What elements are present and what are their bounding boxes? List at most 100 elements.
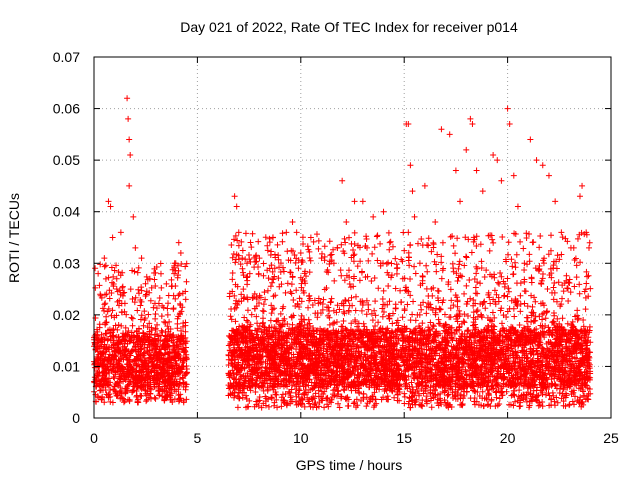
data-point <box>105 305 112 312</box>
data-point <box>142 280 149 287</box>
data-point <box>125 396 132 403</box>
data-point <box>174 272 181 279</box>
data-point <box>480 299 487 306</box>
data-point <box>183 370 190 377</box>
data-point <box>129 389 136 396</box>
data-point <box>121 300 128 307</box>
data-point <box>152 310 159 317</box>
data-point <box>385 282 392 289</box>
data-point <box>516 321 523 328</box>
data-point <box>412 317 419 324</box>
data-point <box>505 285 512 292</box>
data-point <box>528 279 535 286</box>
data-point <box>147 297 154 304</box>
data-point <box>169 369 176 376</box>
data-point <box>165 300 172 307</box>
data-point <box>536 244 543 251</box>
data-point <box>388 260 395 267</box>
data-point <box>447 314 454 321</box>
data-point <box>178 327 185 334</box>
data-point <box>245 252 252 259</box>
data-point <box>128 314 135 321</box>
data-point <box>135 290 142 297</box>
data-point <box>169 266 176 273</box>
data-point <box>137 297 144 304</box>
data-point <box>517 308 524 315</box>
data-point <box>385 259 392 266</box>
data-point <box>348 240 355 247</box>
data-point <box>105 274 112 281</box>
data-point <box>229 276 236 283</box>
data-point <box>269 234 276 241</box>
data-point <box>555 279 562 286</box>
data-point <box>418 235 425 242</box>
data-point <box>310 238 317 245</box>
data-point <box>131 299 138 306</box>
data-point <box>104 308 111 315</box>
data-point <box>277 310 284 317</box>
data-point <box>183 396 190 403</box>
data-point <box>158 327 165 334</box>
data-point <box>182 296 189 303</box>
data-point <box>182 344 189 351</box>
data-point <box>113 356 120 363</box>
data-point <box>517 292 524 299</box>
data-point <box>151 394 158 401</box>
data-point <box>134 398 141 405</box>
data-point <box>120 356 127 363</box>
data-point <box>372 322 379 329</box>
data-point <box>550 284 557 291</box>
data-point <box>135 286 142 293</box>
data-point <box>313 231 320 238</box>
data-point <box>171 396 178 403</box>
data-point <box>102 330 109 337</box>
data-point <box>403 288 410 295</box>
data-point <box>168 337 175 344</box>
data-point <box>466 276 473 283</box>
data-point <box>118 309 125 316</box>
data-point <box>228 241 235 248</box>
data-point <box>109 307 116 314</box>
data-point <box>166 318 173 325</box>
data-point <box>127 286 134 293</box>
data-point <box>454 278 461 285</box>
data-point <box>401 393 408 400</box>
data-point <box>95 394 102 401</box>
data-point <box>153 305 160 312</box>
data-point <box>517 280 524 287</box>
data-point <box>559 234 566 241</box>
data-point <box>151 276 158 283</box>
data-point <box>122 324 129 331</box>
data-point <box>262 234 269 241</box>
data-point <box>248 244 255 251</box>
data-point <box>269 279 276 286</box>
data-point <box>146 320 153 327</box>
data-point <box>260 260 267 267</box>
data-point <box>171 270 178 277</box>
data-point <box>102 319 109 326</box>
data-point <box>164 311 171 318</box>
data-point <box>152 374 159 381</box>
data-point <box>106 295 113 302</box>
data-point <box>544 286 551 293</box>
data-point <box>105 390 112 397</box>
data-point <box>143 291 150 298</box>
data-point <box>341 310 348 317</box>
data-point <box>306 254 313 261</box>
data-point <box>419 403 426 410</box>
data-point <box>371 244 378 251</box>
data-point <box>121 308 128 315</box>
data-point <box>526 251 533 258</box>
data-point <box>157 270 164 277</box>
data-point <box>321 404 328 411</box>
data-point <box>157 260 164 267</box>
data-point <box>259 307 266 314</box>
data-point <box>229 270 236 277</box>
data-point <box>110 341 117 348</box>
data-point <box>139 329 146 336</box>
data-point <box>498 320 505 327</box>
data-point <box>583 280 590 287</box>
data-point <box>334 388 341 395</box>
data-point <box>501 283 508 290</box>
data-point <box>477 280 484 287</box>
